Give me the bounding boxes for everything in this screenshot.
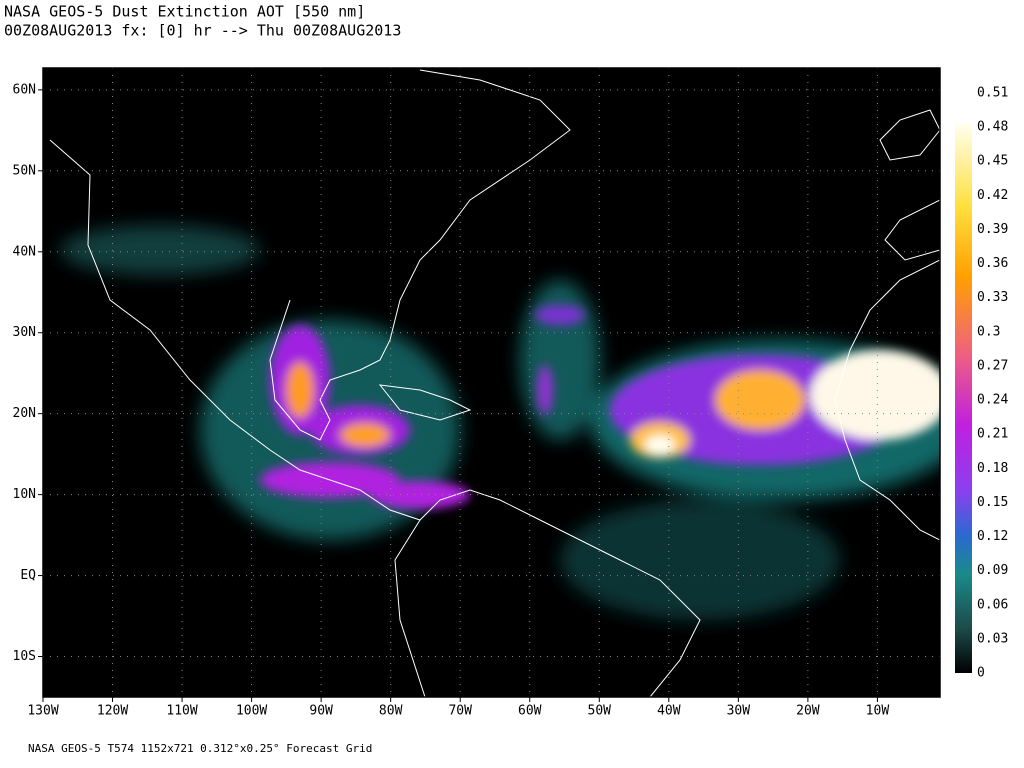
colorbar-label: 0.3	[977, 324, 1000, 339]
colorbar-label: 0.06	[977, 597, 1008, 612]
x-tick-label: 60W	[518, 704, 542, 719]
colorbar-label: 0.45	[977, 154, 1008, 169]
colorbar-label: 0.03	[977, 631, 1008, 646]
colorbar-label: 0.15	[977, 495, 1008, 510]
colorbar-label: 0.39	[977, 222, 1008, 237]
colorbar-label: 0	[977, 666, 985, 681]
dust-field	[49, 69, 940, 697]
x-tick-label: 10W	[866, 704, 890, 719]
x-tick-label: 50W	[588, 704, 612, 719]
colorbar-label: 0.51	[977, 86, 1008, 101]
x-tick-label: 30W	[727, 704, 751, 719]
colorbar-label: 0.48	[977, 120, 1008, 135]
colorbar-label: 0.36	[977, 256, 1008, 271]
title: NASA GEOS-5 Dust Extinction AOT [550 nm]	[4, 3, 365, 21]
colorbar-label: 0.18	[977, 461, 1008, 476]
y-tick-label: 30N	[13, 325, 36, 340]
colorbar-label: 0.12	[977, 529, 1008, 544]
y-tick-label: 60N	[13, 82, 36, 97]
subtitle: 00Z08AUG2013 fx: [0] hr --> Thu 00Z08AUG…	[4, 22, 401, 40]
footer: NASA GEOS-5 T574 1152x721 0.312°x0.25° F…	[28, 742, 372, 755]
x-tick-label: 120W	[97, 704, 128, 719]
y-tick-label: 40N	[13, 244, 36, 259]
colorbar-label: 0.42	[977, 188, 1008, 203]
y-tick-label: 50N	[13, 163, 36, 178]
x-tick-label: 100W	[236, 704, 267, 719]
y-tick-label: 10S	[13, 649, 36, 664]
y-tick-label: 20N	[13, 406, 36, 421]
x-tick-label: 70W	[448, 704, 472, 719]
colorbar-label: 0.21	[977, 427, 1008, 442]
coastlines	[49, 69, 940, 697]
x-tick-label: 90W	[309, 704, 333, 719]
x-tick-label: 130W	[27, 704, 58, 719]
colorbar-label: 0.24	[977, 393, 1008, 408]
y-tick-label: 10N	[13, 487, 36, 502]
x-tick-label: 80W	[379, 704, 403, 719]
colorbar-label: 0.09	[977, 563, 1008, 578]
x-tick-label: 20W	[796, 704, 820, 719]
colorbar-label: 0.27	[977, 358, 1008, 373]
y-tick-label: EQ	[20, 568, 36, 583]
x-tick-label: 110W	[166, 704, 197, 719]
x-tick-label: 40W	[657, 704, 681, 719]
colorbar	[955, 123, 972, 673]
colorbar-label: 0.33	[977, 290, 1008, 305]
map-border	[42, 67, 941, 698]
